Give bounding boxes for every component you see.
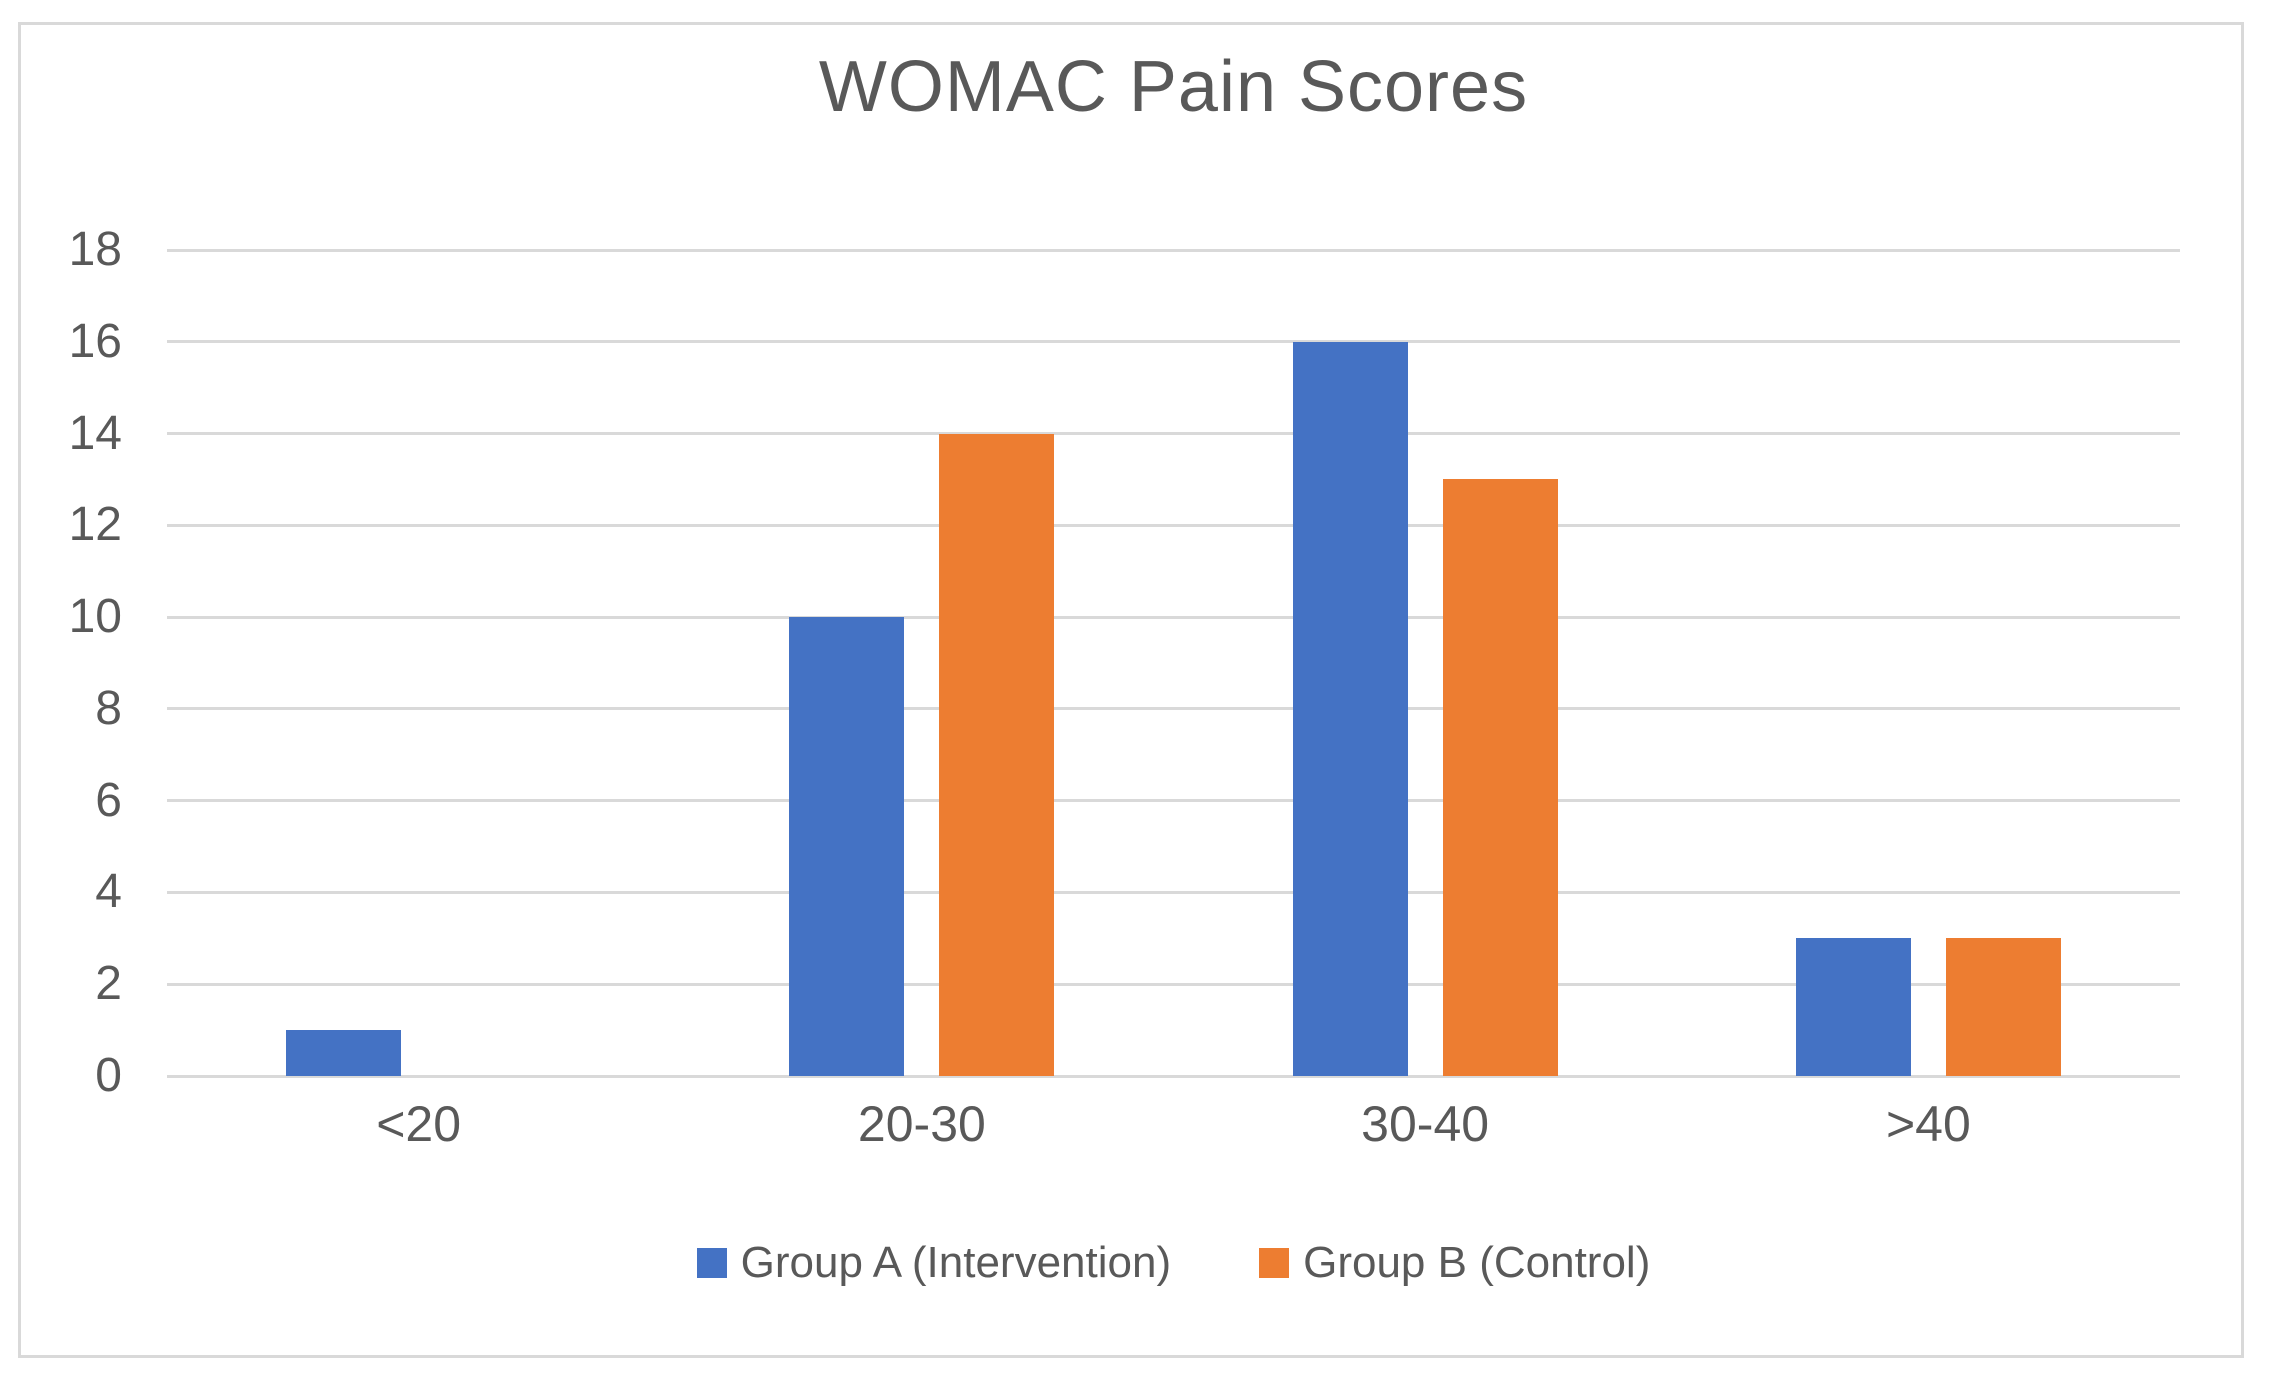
chart-frame (18, 22, 2244, 1358)
gridline-y-18 (167, 248, 2180, 252)
y-tick-label-14: 14 (68, 406, 122, 460)
y-tick-label-8: 8 (95, 681, 122, 735)
x-tick-label-30-40: 30-40 (1361, 1096, 1490, 1152)
bar-group-b->40 (1945, 938, 2061, 1076)
bar-group-a-<20 (286, 1030, 402, 1076)
y-tick-label-10: 10 (68, 590, 122, 644)
legend-swatch (1259, 1248, 1290, 1278)
gridline-y-8 (167, 707, 2180, 711)
bar-group-b-20-30 (939, 433, 1055, 1076)
gridline-y-6 (167, 799, 2180, 803)
y-tick-label-12: 12 (68, 498, 122, 552)
gridline-y-0 (167, 1074, 2180, 1078)
bar-group-a->40 (1795, 938, 1911, 1076)
chart-title: WOMAC Pain Scores (818, 47, 1529, 127)
legend: Group A (Intervention) Group B (Control) (167, 1238, 2180, 1288)
x-axis-labels: <20 20-30 30-40 >40 (167, 1096, 2180, 1156)
legend-label: Group A (Intervention) (740, 1238, 1172, 1287)
bar-group-20-30 (670, 250, 1173, 1076)
bar-group->40 (1677, 250, 2180, 1076)
legend-item-group-b: Group B (Control) (1259, 1238, 1650, 1288)
bar-group-a-30-40 (1292, 341, 1408, 1076)
gridline-y-10 (167, 615, 2180, 619)
gridline-y-12 (167, 523, 2180, 527)
legend-swatch (696, 1248, 727, 1278)
x-tick-label->40: >40 (1885, 1096, 1971, 1152)
x-tick-label-20-30: 20-30 (857, 1096, 986, 1152)
gridline-y-14 (167, 432, 2180, 436)
bar-group-b-30-40 (1442, 479, 1558, 1076)
gridline-y-4 (167, 890, 2180, 894)
bar-group-a-20-30 (789, 617, 905, 1076)
legend-item-group-a: Group A (Intervention) (696, 1238, 1172, 1288)
legend-label: Group B (Control) (1303, 1238, 1651, 1287)
y-tick-label-4: 4 (95, 865, 122, 919)
y-tick-label-16: 16 (68, 314, 122, 368)
y-tick-label-6: 6 (95, 773, 122, 827)
y-tick-label-2: 2 (95, 957, 122, 1011)
y-tick-label-18: 18 (68, 223, 122, 276)
plot-area (167, 248, 2180, 1078)
bar-group-<20 (167, 250, 670, 1076)
y-axis-labels: 0 2 4 6 8 10 12 14 16 18 (0, 223, 122, 1102)
gridline-y-2 (167, 982, 2180, 986)
y-tick-label-0: 0 (95, 1049, 122, 1102)
bar-group-30-40 (1174, 250, 1677, 1076)
gridline-y-16 (167, 340, 2180, 344)
x-tick-label-<20: <20 (376, 1096, 462, 1152)
